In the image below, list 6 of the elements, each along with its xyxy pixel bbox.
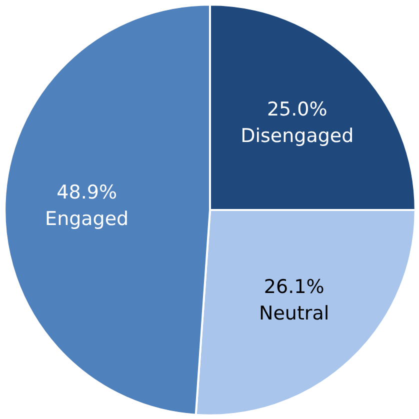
data-label: 26.1% bbox=[264, 276, 324, 298]
slice-label: Disengaged bbox=[240, 125, 354, 148]
data-label: 25.0% bbox=[266, 98, 328, 121]
data-label: 48.9% bbox=[56, 182, 118, 204]
slice-label: Neutral bbox=[259, 302, 330, 324]
slice-label: Engaged bbox=[45, 208, 129, 230]
